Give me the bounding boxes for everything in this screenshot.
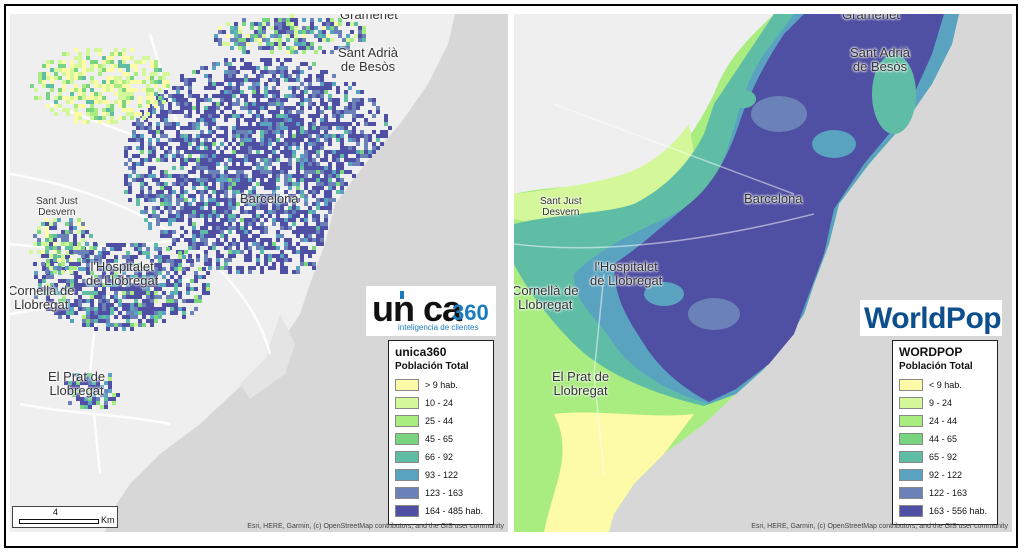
legend-swatch xyxy=(899,397,923,409)
legend-swatch xyxy=(899,469,923,481)
legend-label: 164 - 485 hab. xyxy=(425,506,484,516)
legend-label: 163 - 556 hab. xyxy=(929,506,988,516)
place-label-cornella: Cornellà de Llobregat xyxy=(10,283,75,312)
legend-item: 9 - 24 xyxy=(899,394,991,412)
place-label-sant-just: Sant Just Desvern xyxy=(36,196,78,218)
legend-swatch xyxy=(395,469,419,481)
legend-worldpop: WORDPOP Población Total < 9 hab. 9 - 24 24… xyxy=(892,340,998,525)
map-attribution[interactable]: Esri, HERE, Garmin, (c) OpenStreetMap co… xyxy=(247,523,504,530)
legend-title: WORDPOP xyxy=(899,345,963,359)
legend-label: 122 - 163 xyxy=(929,488,968,498)
legend-swatch xyxy=(899,505,923,517)
legend-label: 45 - 65 xyxy=(425,434,454,444)
legend-label: 92 - 122 xyxy=(929,470,963,480)
legend-swatch xyxy=(395,487,419,499)
map-panel-unica360[interactable]: Sant Adrià de Besòs Gramenet Barcelona S… xyxy=(10,14,508,532)
legend-label: 25 - 44 xyxy=(425,416,454,426)
legend-label: 93 - 122 xyxy=(425,470,459,480)
place-label-el-prat: El Prat de Llobregat xyxy=(552,369,610,398)
place-label-gramenet: Gramenet xyxy=(842,14,900,22)
legend-item: 122 - 163 xyxy=(899,484,991,502)
place-label-barcelona: Barcelona xyxy=(744,191,803,206)
legend-item: 44 - 65 xyxy=(899,430,991,448)
unica360-logo: un ca 360 inteligencia de clientes xyxy=(366,286,496,336)
legend-label: 44 - 65 xyxy=(929,434,958,444)
place-label-cornella: Cornellà de Llobregat xyxy=(514,283,579,312)
scale-bar: 4 Km xyxy=(12,506,118,528)
legend-item: 10 - 24 xyxy=(395,394,487,412)
legend-label: 24 - 44 xyxy=(929,416,958,426)
legend-label: 123 - 163 xyxy=(425,488,464,498)
legend-title: unica360 xyxy=(395,345,447,359)
legend-label: 66 - 92 xyxy=(425,452,454,462)
place-label-hospitalet: l'Hospitalet de Llobregat xyxy=(86,259,159,288)
legend-label: 65 - 92 xyxy=(929,452,958,462)
legend-item: 92 - 122 xyxy=(899,466,991,484)
legend-swatch xyxy=(395,379,419,391)
worldpop-logo: WorldPop xyxy=(860,300,1002,336)
legend-swatch xyxy=(395,397,419,409)
place-label-sant-adria: Sant Adrià de Besòs xyxy=(850,45,910,74)
legend-label: > 9 hab. xyxy=(425,380,458,390)
legend-label: 9 - 24 xyxy=(929,398,953,408)
place-label-hospitalet: l'Hospitalet de Llobregat xyxy=(590,259,663,288)
place-label-sant-just: Sant Just Desvern xyxy=(540,196,582,218)
legend-swatch xyxy=(899,415,923,427)
legend-swatch xyxy=(899,451,923,463)
place-label-sant-adria: Sant Adrià de Besòs xyxy=(338,45,398,74)
legend-swatch xyxy=(899,379,923,391)
legend-item: 93 - 122 xyxy=(395,466,487,484)
legend-item: 24 - 44 xyxy=(899,412,991,430)
legend-item: 164 - 485 hab. xyxy=(395,502,487,520)
legend-swatch xyxy=(899,433,923,445)
legend-swatch xyxy=(395,451,419,463)
map-panel-worldpop[interactable]: Sant Adrià de Besòs Gramenet Barcelona S… xyxy=(514,14,1012,532)
map-attribution[interactable]: Esri, HERE, Garmin, (c) OpenStreetMap co… xyxy=(751,523,1008,530)
map-base-left xyxy=(10,14,508,532)
place-label-barcelona: Barcelona xyxy=(240,191,299,206)
population-grid-left xyxy=(29,14,392,409)
legend-swatch xyxy=(395,433,419,445)
place-label-gramenet: Gramenet xyxy=(340,14,398,22)
place-label-el-prat: El Prat de Llobregat xyxy=(48,369,106,398)
legend-swatch xyxy=(899,487,923,499)
legend-item: > 9 hab. xyxy=(395,376,487,394)
legend-subtitle: Población Total xyxy=(395,361,469,372)
legend-swatch xyxy=(395,415,419,427)
legend-swatch xyxy=(395,505,419,517)
legend-item: 66 - 92 xyxy=(395,448,487,466)
legend-subtitle: Población Total xyxy=(899,361,973,372)
legend-unica360: unica360 Población Total > 9 hab. 10 - 24… xyxy=(388,340,494,525)
legend-item: 25 - 44 xyxy=(395,412,487,430)
legend-item: 163 - 556 hab. xyxy=(899,502,991,520)
legend-label: 10 - 24 xyxy=(425,398,454,408)
legend-item: 45 - 65 xyxy=(395,430,487,448)
legend-label: < 9 hab. xyxy=(929,380,962,390)
legend-item: 123 - 163 xyxy=(395,484,487,502)
legend-item: < 9 hab. xyxy=(899,376,991,394)
legend-item: 65 - 92 xyxy=(899,448,991,466)
